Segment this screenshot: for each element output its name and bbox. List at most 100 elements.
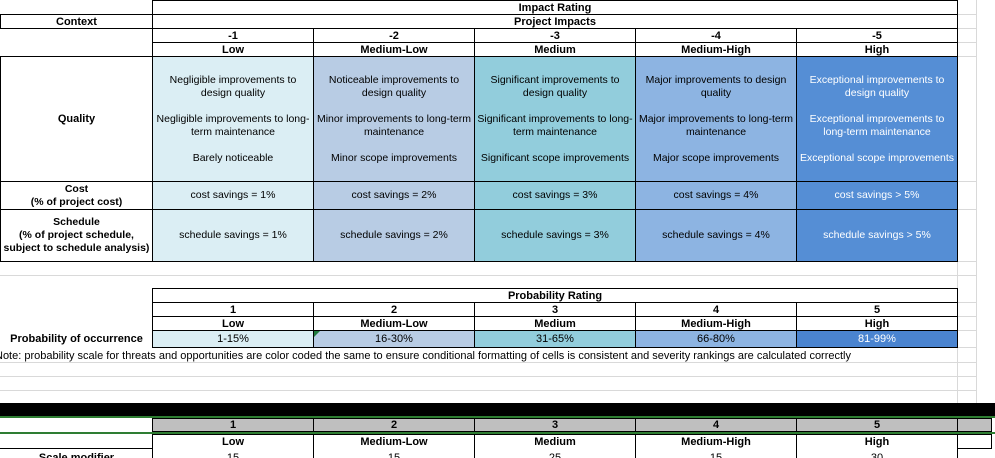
probability-range-cell[interactable]: 16-30%	[313, 330, 475, 348]
impact-rating-header[interactable]: -4	[635, 28, 797, 43]
bottom-value-cell[interactable]: 25	[474, 448, 636, 458]
schedule-cell[interactable]: schedule savings = 2%	[313, 209, 475, 262]
quality-item: Exceptional scope improvements	[799, 151, 955, 164]
cost-cell[interactable]: cost savings > 5%	[796, 181, 958, 210]
impact-rating-header[interactable]: -1	[152, 28, 314, 43]
cost-cell[interactable]: cost savings = 1%	[152, 181, 314, 210]
bottom-rating-header[interactable]: 4	[635, 418, 797, 432]
bottom-level-header[interactable]: Low	[152, 434, 314, 449]
gridline	[957, 42, 976, 43]
schedule-label-sub: (% of project schedule, subject to sched…	[3, 229, 150, 254]
bottom-level-header[interactable]: Medium	[474, 434, 636, 449]
probability-row-label[interactable]: Probability of occurrence	[10, 333, 143, 345]
quality-item: Negligible improvements to long-term mai…	[156, 112, 310, 138]
bottom-level-header-spill[interactable]	[957, 434, 992, 449]
schedule-cell[interactable]: schedule savings > 5%	[796, 209, 958, 262]
bottom-row-label[interactable]: Scale modifier	[38, 452, 115, 458]
gridline	[0, 390, 976, 391]
gridline	[0, 362, 976, 363]
probability-level-header[interactable]: Medium-High	[635, 316, 797, 331]
bottom-value-cell[interactable]: 15	[635, 448, 797, 458]
quality-cell[interactable]: Negligible improvements to design qualit…	[152, 56, 314, 182]
quality-item: Significant scope improvements	[480, 151, 630, 164]
schedule-cell[interactable]: schedule savings = 3%	[474, 209, 636, 262]
probability-level-header[interactable]: Low	[152, 316, 314, 331]
impact-level-header[interactable]: Medium-High	[635, 42, 797, 57]
bottom-value-cell[interactable]: 15	[152, 448, 314, 458]
impact-rating-header[interactable]: -5	[796, 28, 958, 43]
bottom-rating-header-spill[interactable]	[957, 418, 992, 432]
gridline	[957, 316, 976, 317]
quality-cell[interactable]: Significant improvements to design quali…	[474, 56, 636, 182]
cost-row-label[interactable]: Cost (% of project cost)	[0, 181, 153, 210]
bottom-level-header[interactable]: Medium-High	[635, 434, 797, 449]
context-label[interactable]: Context	[0, 14, 153, 29]
probability-rating-header[interactable]: 5	[796, 302, 958, 317]
probability-rating-header[interactable]: 2	[313, 302, 475, 317]
gridline	[957, 348, 958, 403]
bottom-value-cell[interactable]: 30	[796, 448, 958, 458]
impact-table-subtitle[interactable]: Project Impacts	[152, 14, 958, 29]
cost-label-main: Cost	[64, 182, 89, 195]
gridline	[957, 56, 976, 57]
gridline	[957, 330, 976, 331]
quality-item: Major scope improvements	[652, 151, 780, 164]
impact-level-header[interactable]: High	[796, 42, 958, 57]
quality-cell[interactable]: Exceptional improvements to design quali…	[796, 56, 958, 182]
probability-rating-header[interactable]: 1	[152, 302, 314, 317]
probability-range-cell[interactable]: 31-65%	[474, 330, 636, 348]
impact-rating-header[interactable]: -2	[313, 28, 475, 43]
schedule-cell[interactable]: schedule savings = 4%	[635, 209, 797, 262]
quality-item: Major improvements to design quality	[645, 73, 787, 99]
probability-table-title[interactable]: Probability Rating	[152, 288, 958, 303]
error-indicator-triangle-icon	[314, 331, 320, 337]
probability-range-cell[interactable]: 1-15%	[152, 330, 314, 348]
impact-level-header[interactable]: Low	[152, 42, 314, 57]
impact-level-header[interactable]: Medium	[474, 42, 636, 57]
gridline	[0, 376, 976, 377]
bottom-rating-header[interactable]: 1	[152, 418, 314, 432]
impact-table-title[interactable]: Impact Rating	[152, 0, 958, 15]
probability-range-text: 16-30%	[375, 333, 413, 345]
gridline	[957, 181, 976, 182]
quality-cell[interactable]: Noticeable improvements to design qualit…	[313, 56, 475, 182]
bottom-rating-header[interactable]: 5	[796, 418, 958, 432]
gridline	[957, 302, 976, 303]
quality-cell[interactable]: Major improvements to design quality Maj…	[635, 56, 797, 182]
impact-rating-header[interactable]: -3	[474, 28, 636, 43]
schedule-row-label[interactable]: Schedule (% of project schedule, subject…	[0, 209, 153, 262]
bottom-value-cell[interactable]: 15	[313, 448, 475, 458]
bottom-label-spacer[interactable]	[0, 434, 153, 449]
probability-range-cell[interactable]: 81-99%	[796, 330, 958, 348]
quality-item: Significant improvements to long-term ma…	[477, 112, 633, 138]
quality-item: Minor scope improvements	[330, 151, 458, 164]
quality-item: Exceptional improvements to long-term ma…	[809, 112, 945, 138]
bottom-level-header[interactable]: High	[796, 434, 958, 449]
quality-item: Major improvements to long-term maintena…	[638, 112, 794, 138]
probability-rating-header[interactable]: 3	[474, 302, 636, 317]
gridline	[957, 209, 976, 210]
bottom-rating-header[interactable]: 2	[313, 418, 475, 432]
gridline	[957, 261, 976, 262]
gridline	[0, 275, 976, 276]
probability-level-header[interactable]: Medium	[474, 316, 636, 331]
quality-item: Noticeable improvements to design qualit…	[328, 73, 460, 99]
quality-row-label[interactable]: Quality	[0, 56, 153, 182]
quality-item: Minor improvements to long-term maintena…	[316, 112, 472, 138]
cost-cell[interactable]: cost savings = 2%	[313, 181, 475, 210]
bottom-rating-header[interactable]: 3	[474, 418, 636, 432]
quality-item: Exceptional improvements to design quali…	[809, 73, 945, 99]
schedule-cell[interactable]: schedule savings = 1%	[152, 209, 314, 262]
probability-rating-header[interactable]: 4	[635, 302, 797, 317]
probability-level-header[interactable]: High	[796, 316, 958, 331]
probability-level-header[interactable]: Medium-Low	[313, 316, 475, 331]
probability-range-cell[interactable]: 66-80%	[635, 330, 797, 348]
note-text[interactable]: Note: probability scale for threats and …	[0, 350, 852, 362]
cost-cell[interactable]: cost savings = 4%	[635, 181, 797, 210]
gridline	[957, 14, 976, 15]
impact-level-header[interactable]: Medium-Low	[313, 42, 475, 57]
black-band-row	[0, 403, 995, 416]
bottom-level-header[interactable]: Medium-Low	[313, 434, 475, 449]
cost-cell[interactable]: cost savings = 3%	[474, 181, 636, 210]
